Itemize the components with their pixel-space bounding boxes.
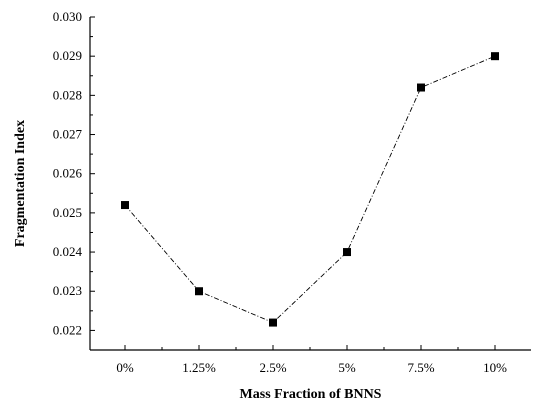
series <box>121 52 499 327</box>
y-tick-label: 0.023 <box>53 283 82 298</box>
data-point <box>343 248 351 257</box>
y-tick-label: 0.029 <box>53 48 82 63</box>
data-point <box>195 287 203 296</box>
x-tick-label: 7.5% <box>407 360 434 375</box>
y-tick-label: 0.026 <box>53 166 83 181</box>
data-point <box>491 52 499 61</box>
y-axis-title: Fragmentation Index <box>13 120 28 247</box>
series-line <box>124 55 496 324</box>
y-tick-label: 0.027 <box>53 127 83 142</box>
y-tick-label: 0.022 <box>53 322 82 337</box>
y-tick-label: 0.030 <box>53 9 82 24</box>
y-tick-label: 0.025 <box>53 205 82 220</box>
data-point <box>269 318 277 327</box>
y-ticks: 0.022 0.023 0.024 0.025 0.026 0.027 0.028 0.029… <box>53 9 95 337</box>
x-tick-label: 2.5% <box>259 360 286 375</box>
x-tick-label: 10% <box>483 360 507 375</box>
x-axis-title: Mass Fraction of BNNS <box>240 387 382 402</box>
x-tick-label: 0% <box>116 360 134 375</box>
x-tick-label: 1.25% <box>182 360 216 375</box>
x-ticks: 0% 1.25% 2.5% 5% 7.5% 10% <box>116 345 507 375</box>
x-tick-label: 5% <box>338 360 356 375</box>
y-tick-label: 0.024 <box>53 244 83 259</box>
y-tick-label: 0.028 <box>53 87 82 102</box>
data-point <box>121 201 129 210</box>
data-point <box>417 83 425 92</box>
axes <box>89 17 531 351</box>
